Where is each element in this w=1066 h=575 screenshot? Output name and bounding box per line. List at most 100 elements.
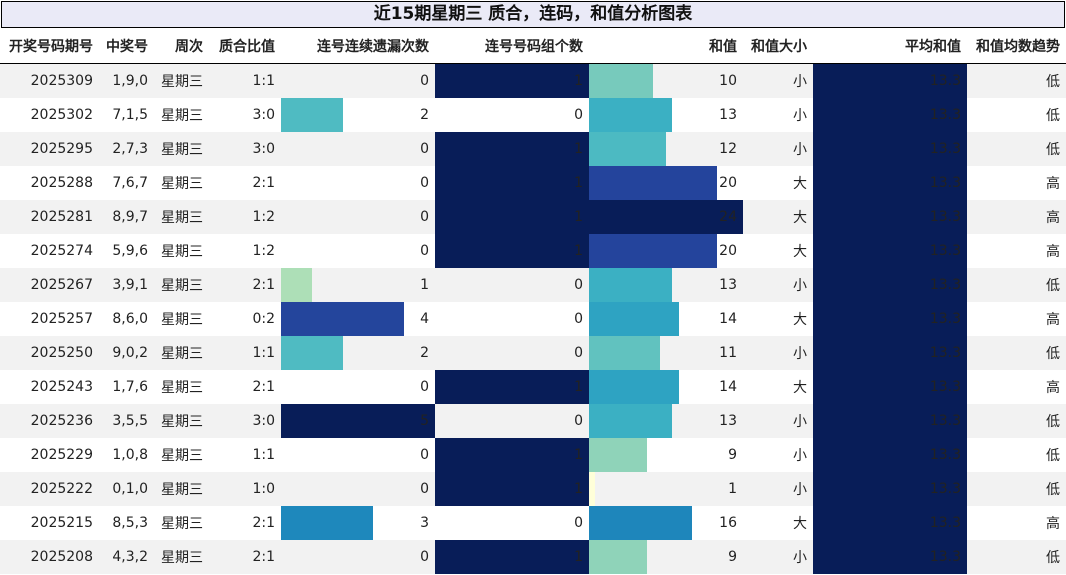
miss-cell-value: 0	[420, 141, 429, 157]
header-size: 和值大小	[743, 29, 813, 64]
sum-cell-bar	[589, 540, 647, 574]
ratio-cell-value: 2:1	[252, 175, 275, 191]
miss-cell: 3	[281, 506, 435, 540]
trend-cell-value: 高	[1046, 244, 1060, 260]
ratio-cell: 1:2	[209, 234, 281, 268]
trend-cell-value: 低	[1046, 108, 1060, 124]
sum-cell: 20	[589, 166, 743, 200]
groups-cell-bar	[435, 438, 589, 472]
sum-cell-bar	[589, 506, 692, 540]
ratio-cell-value: 2:1	[252, 379, 275, 395]
size-cell-value: 大	[793, 516, 807, 532]
sum-cell-value: 20	[719, 243, 737, 259]
trend-cell: 低	[967, 438, 1066, 472]
avg-cell: 13.3	[813, 336, 967, 370]
miss-cell: 5	[281, 404, 435, 438]
weekday-cell-value: 星期三	[161, 278, 203, 294]
avg-cell-value: 13.3	[929, 141, 961, 157]
miss-cell-value: 5	[420, 413, 429, 429]
trend-cell: 低	[967, 336, 1066, 370]
avg-cell-bar	[813, 268, 967, 302]
miss-cell: 0	[281, 200, 435, 234]
avg-cell-bar	[813, 438, 967, 472]
ratio-cell: 0:2	[209, 302, 281, 336]
numbers-cell-value: 8,9,7	[112, 209, 148, 225]
sum-cell-value: 13	[719, 107, 737, 123]
miss-cell: 0	[281, 132, 435, 166]
weekday-cell-value: 星期三	[161, 176, 203, 192]
size-cell-value: 小	[793, 482, 807, 498]
issue-cell-value: 2025236	[30, 413, 93, 429]
groups-cell: 1	[435, 370, 589, 404]
avg-cell: 13.3	[813, 302, 967, 336]
size-cell: 小	[743, 63, 813, 98]
sum-cell: 14	[589, 302, 743, 336]
size-cell-value: 大	[793, 176, 807, 192]
ratio-cell: 1:1	[209, 438, 281, 472]
sum-cell-value: 24	[719, 209, 737, 225]
miss-cell-bar	[281, 98, 343, 132]
groups-cell: 0	[435, 336, 589, 370]
ratio-cell: 1:1	[209, 336, 281, 370]
issue-cell-value: 2025309	[30, 73, 93, 89]
issue-cell: 2025229	[0, 438, 99, 472]
miss-cell: 1	[281, 268, 435, 302]
table-row: 2025208 4,3,2 星期三 2:1 0 1 9 小 13.3 低	[0, 540, 1066, 574]
ratio-cell: 3:0	[209, 404, 281, 438]
size-cell: 小	[743, 336, 813, 370]
sum-cell: 9	[589, 540, 743, 574]
groups-cell-value: 0	[574, 413, 583, 429]
groups-cell-bar	[435, 64, 589, 98]
size-cell: 小	[743, 132, 813, 166]
issue-cell-value: 2025250	[30, 345, 93, 361]
size-cell: 小	[743, 438, 813, 472]
miss-cell: 2	[281, 98, 435, 132]
numbers-cell: 1,7,6	[99, 370, 154, 404]
chart-title: 近15期星期三 质合，连码，和值分析图表	[1, 1, 1065, 28]
groups-cell: 1	[435, 540, 589, 574]
size-cell: 大	[743, 166, 813, 200]
size-cell-value: 大	[793, 210, 807, 226]
size-cell: 小	[743, 98, 813, 132]
ratio-cell-value: 1:2	[252, 243, 275, 259]
numbers-cell: 5,9,6	[99, 234, 154, 268]
sum-cell-value: 10	[719, 73, 737, 89]
sum-cell-bar	[589, 166, 718, 200]
sum-cell: 14	[589, 370, 743, 404]
trend-cell: 高	[967, 506, 1066, 540]
header-miss: 连号连续遗漏次数	[281, 29, 435, 64]
avg-cell-bar	[813, 302, 967, 336]
sum-cell: 10	[589, 63, 743, 98]
avg-cell: 13.3	[813, 438, 967, 472]
size-cell: 大	[743, 234, 813, 268]
weekday-cell-value: 星期三	[161, 244, 203, 260]
trend-cell-value: 低	[1046, 482, 1060, 498]
ratio-cell-value: 3:0	[252, 107, 275, 123]
avg-cell-bar	[813, 540, 967, 574]
issue-cell-value: 2025215	[30, 515, 93, 531]
issue-cell-value: 2025267	[30, 277, 93, 293]
avg-cell-value: 13.3	[929, 311, 961, 327]
miss-cell-bar	[281, 336, 343, 370]
avg-cell: 13.3	[813, 404, 967, 438]
weekday-cell-value: 星期三	[161, 414, 203, 430]
numbers-cell: 8,9,7	[99, 200, 154, 234]
avg-cell: 13.3	[813, 166, 967, 200]
numbers-cell-value: 1,9,0	[112, 73, 148, 89]
sum-cell-bar	[589, 302, 679, 336]
header-issue: 开奖号码期号	[0, 29, 99, 64]
groups-cell: 0	[435, 302, 589, 336]
numbers-cell: 9,0,2	[99, 336, 154, 370]
numbers-cell-value: 0,1,0	[112, 481, 148, 497]
avg-cell-bar	[813, 472, 967, 506]
size-cell: 大	[743, 302, 813, 336]
weekday-cell: 星期三	[154, 200, 209, 234]
avg-cell-bar	[813, 506, 967, 540]
weekday-cell: 星期三	[154, 166, 209, 200]
issue-cell: 2025236	[0, 404, 99, 438]
weekday-cell: 星期三	[154, 268, 209, 302]
miss-cell-value: 0	[420, 175, 429, 191]
ratio-cell-value: 1:0	[252, 481, 275, 497]
weekday-cell: 星期三	[154, 472, 209, 506]
miss-cell-value: 0	[420, 549, 429, 565]
